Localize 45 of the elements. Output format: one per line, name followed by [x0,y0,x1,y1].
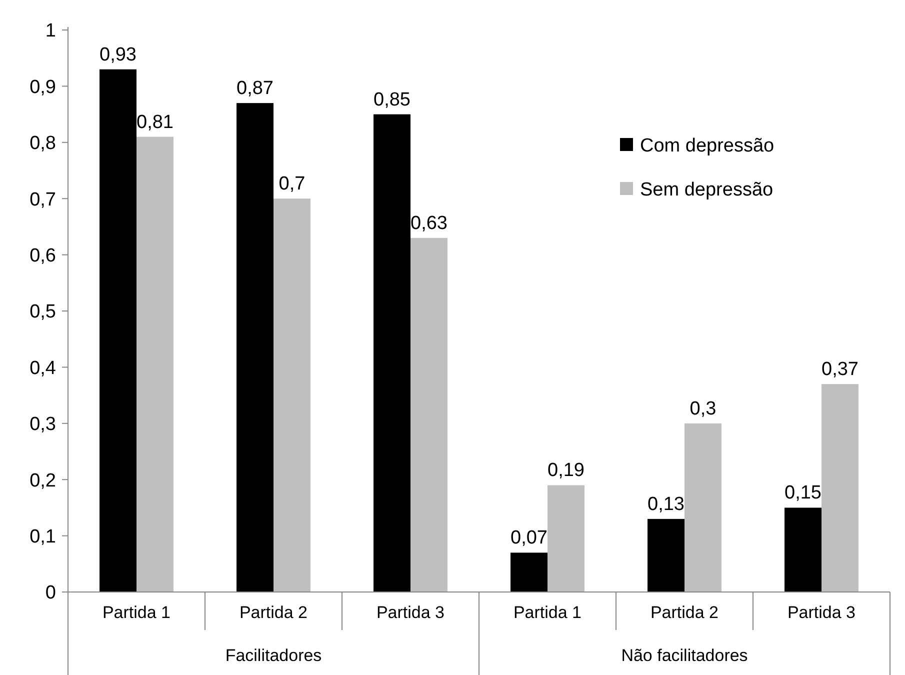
data-label: 0,37 [822,359,858,380]
bar [410,238,448,592]
x-tick-label: Partida 2 [650,603,719,622]
bar [374,114,410,592]
y-tick-label: 0,7 [30,189,56,210]
data-label: 0,3 [690,398,716,420]
bar [784,508,822,592]
data-label: 0,87 [236,78,274,100]
x-tick-label: Partida 3 [787,603,856,622]
bar [648,518,684,592]
bar [822,384,858,592]
y-tick-label: 0,9 [30,76,56,98]
data-label: 0,7 [278,174,306,195]
bar [136,136,174,592]
data-label: 0,81 [136,112,174,133]
y-tick-label: 0,1 [30,526,56,548]
x-tick-label: Partida 1 [102,603,171,622]
data-label: 0,07 [510,528,548,549]
y-tick-label: 0,3 [30,414,56,436]
data-label: 0,93 [100,44,136,66]
bar [274,198,310,592]
bar [236,103,274,592]
y-tick-label: 0,2 [30,470,56,492]
bar [548,485,584,592]
y-tick-label: 0 [45,582,56,604]
x-tick-label: Partida 2 [239,603,308,622]
bar [510,552,548,592]
legend-label: Com depressão [640,136,774,157]
data-label: 0,63 [410,212,448,234]
legend-label: Sem depressão [640,180,774,201]
text: Facilitadores [225,646,322,665]
data-label: 0,15 [784,482,822,504]
y-tick-label: 0,8 [30,133,56,154]
y-tick-label: 1 [45,20,56,42]
data-label: 0,13 [648,494,684,515]
data-label: 0,85 [374,89,410,110]
text: Não facilitadores [621,646,748,665]
x-tick-label: Partida 1 [513,603,582,622]
bar [684,423,722,592]
bar [100,69,136,592]
y-tick-label: 0,5 [30,302,56,323]
data-label: 0,19 [548,460,584,482]
y-tick-label: 0,4 [30,358,56,379]
y-tick-label: 0,6 [30,245,56,266]
x-tick-label: Partida 3 [376,603,445,622]
